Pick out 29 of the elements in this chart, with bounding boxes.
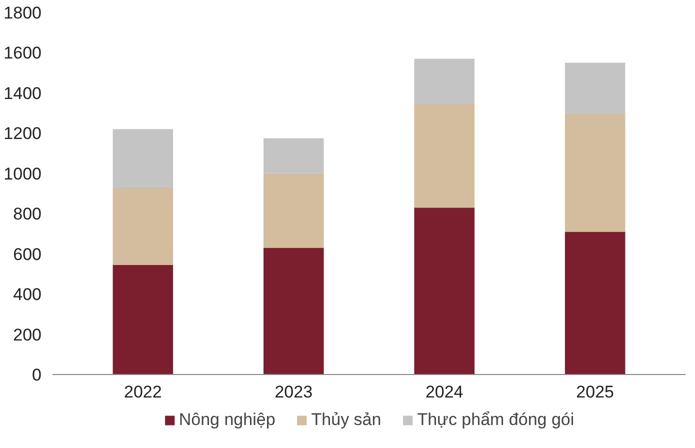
y-tick-label: 600 <box>13 244 42 264</box>
legend-label: Thực phẩm đóng gói <box>417 410 574 430</box>
bar <box>264 173 324 248</box>
bar <box>414 208 474 374</box>
y-tick-label: 200 <box>13 325 42 344</box>
bar <box>564 114 626 232</box>
x-tick-label: 2022 <box>124 382 162 402</box>
bar <box>264 248 324 374</box>
bar <box>564 232 626 374</box>
y-tick-label: 1200 <box>4 124 42 144</box>
y-tick-label: 1400 <box>4 84 42 103</box>
legend-label: Thủy sản <box>311 410 382 430</box>
bar <box>564 62 626 114</box>
x-tick-label: 2023 <box>274 382 313 402</box>
bar <box>112 129 174 188</box>
y-tick-label: 800 <box>13 204 42 224</box>
bar <box>112 187 174 265</box>
bar <box>112 264 174 374</box>
y-tick-label: 1800 <box>4 4 42 22</box>
legend-label: Nông nghiệp <box>178 410 276 430</box>
y-tick-label: 0 <box>32 366 42 384</box>
x-tick-label: 2025 <box>576 382 614 402</box>
bar <box>414 104 474 208</box>
y-tick-label: 400 <box>13 285 42 304</box>
x-tick-label: 2024 <box>425 382 464 402</box>
y-tick-label: 1600 <box>4 44 42 63</box>
bar <box>264 138 324 174</box>
bar <box>414 58 474 104</box>
y-tick-label: 1000 <box>4 164 42 184</box>
